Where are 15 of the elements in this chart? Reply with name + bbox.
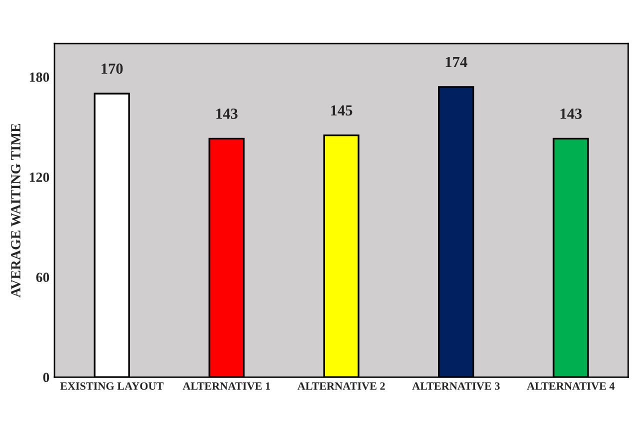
y-tick-label: 120 bbox=[30, 172, 50, 182]
data-label: 170 bbox=[102, 64, 123, 74]
data-label: 143 bbox=[560, 108, 582, 119]
y-axis-title: AVERAGE WAITING TIME bbox=[11, 124, 20, 298]
x-tick-label: ALTERNATIVE 3 bbox=[412, 382, 500, 390]
data-label: 174 bbox=[446, 56, 468, 68]
x-tick-label: ALTERNATIVE 1 bbox=[182, 382, 270, 390]
x-tick-label: EXISTING LAYOUT bbox=[60, 382, 164, 390]
y-tick-label: 180 bbox=[30, 72, 50, 82]
x-tick-label: ALTERNATIVE 4 bbox=[526, 382, 615, 390]
y-tick-label: 0 bbox=[43, 372, 50, 382]
data-label: 143 bbox=[216, 108, 238, 119]
data-label: 145 bbox=[331, 105, 352, 116]
y-tick-label: 60 bbox=[36, 272, 50, 282]
x-tick-label: ALTERNATIVE 2 bbox=[297, 382, 385, 390]
